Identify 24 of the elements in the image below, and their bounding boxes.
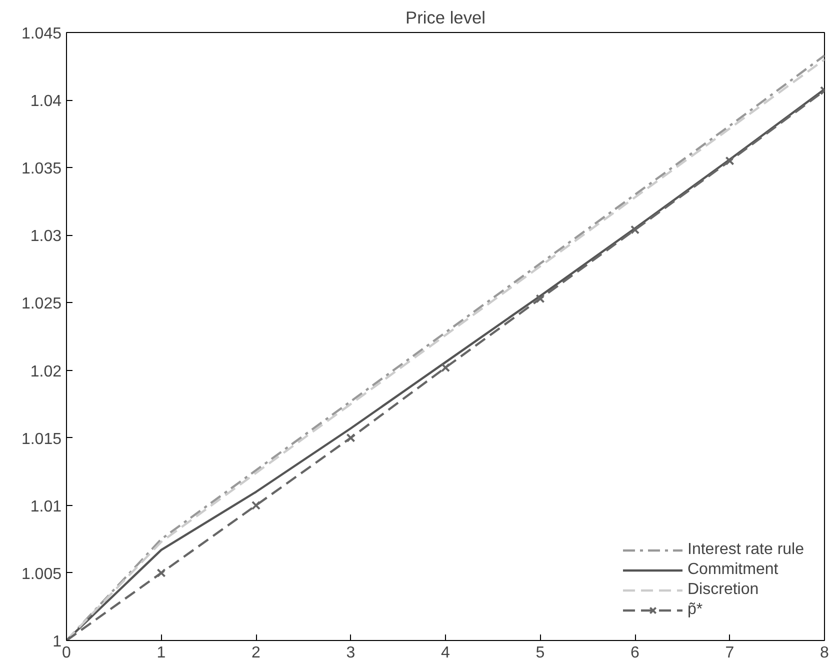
legend-label: p̃* bbox=[688, 601, 704, 619]
y-tick-label: 1.02 bbox=[30, 363, 62, 380]
x-tick-label: 0 bbox=[62, 644, 72, 662]
legend-label: Commitment bbox=[688, 561, 778, 579]
chart-title: Price level bbox=[406, 8, 486, 28]
x-tick-label: 4 bbox=[441, 644, 450, 662]
x-tick-label: 7 bbox=[725, 644, 734, 662]
y-tick-label: 1.04 bbox=[30, 93, 62, 110]
y-tick-label: 1.015 bbox=[21, 430, 62, 448]
y-tick-label: 1.025 bbox=[21, 296, 62, 313]
x-tick-label: 8 bbox=[820, 644, 830, 662]
y-tick-label: 1 bbox=[52, 634, 62, 650]
x-tick-label: 3 bbox=[346, 644, 356, 662]
y-tick-label: 1.035 bbox=[21, 160, 62, 178]
x-tick-label: 6 bbox=[630, 644, 640, 662]
x-tick-label: 5 bbox=[536, 644, 545, 662]
y-tick-label: 1.045 bbox=[21, 26, 62, 42]
x-tick-label: 2 bbox=[252, 644, 261, 662]
y-tick-label: 1.03 bbox=[30, 228, 62, 246]
y-tick-label: 1.005 bbox=[21, 566, 62, 583]
x-tick-label: 1 bbox=[156, 644, 166, 662]
legend-label: Interest rate rule bbox=[688, 541, 804, 559]
y-tick-label: 1.01 bbox=[30, 498, 62, 516]
legend-label: Discretion bbox=[688, 581, 759, 599]
